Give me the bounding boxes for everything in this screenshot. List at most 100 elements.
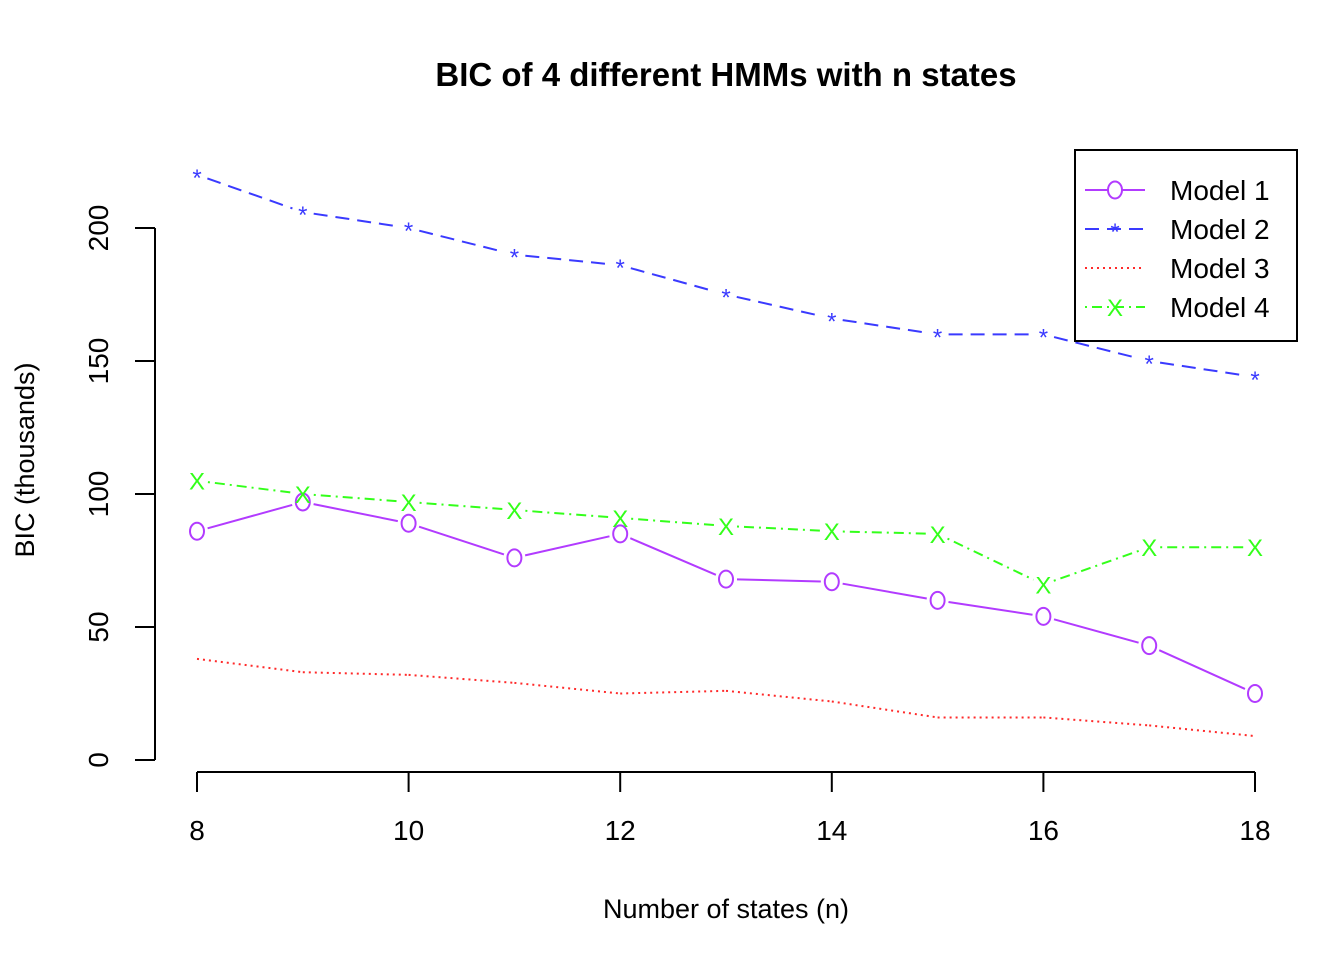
data-point: * — [298, 202, 307, 229]
y-axis-label: BIC (thousands) — [10, 362, 40, 557]
series-line-segment — [313, 212, 398, 228]
series-line-segment — [1159, 361, 1245, 377]
series-line-segment — [524, 535, 610, 557]
series-line-segment — [842, 319, 927, 334]
series-line-segment — [313, 493, 398, 503]
data-point: * — [1039, 324, 1048, 351]
data-point — [1247, 684, 1263, 703]
series-line-segment — [514, 681, 621, 695]
y-tick-label: 200 — [83, 205, 114, 252]
data-point: X — [401, 490, 417, 517]
series-line-segment — [630, 267, 716, 293]
series-2: * * * * * * * * * * * — [192, 165, 1259, 394]
data-point: X — [189, 469, 205, 496]
x-tick-label: 14 — [816, 815, 847, 846]
legend-item-3: Model 3 — [1085, 253, 1270, 284]
series-line-segment — [947, 537, 1034, 581]
series-line-segment — [1158, 649, 1246, 690]
series-line-segment — [1043, 716, 1150, 727]
legend-marker: * — [1110, 219, 1119, 246]
series-line-segment — [313, 503, 399, 523]
series-line-segment — [419, 229, 504, 253]
legend-marker — [1107, 180, 1123, 200]
series-line-segment — [196, 657, 303, 674]
data-point: X — [506, 498, 522, 525]
data-point: * — [827, 308, 836, 335]
data-point: * — [510, 245, 519, 272]
series-line-segment — [408, 673, 515, 684]
data-point — [189, 521, 205, 541]
series-line-segment — [831, 700, 938, 719]
legend: Model 1 * Model 2 Model 3 X Model 4 — [1074, 149, 1298, 342]
x-tick-label: 10 — [393, 815, 424, 846]
x-axis: 8 10 12 14 16 18 — [189, 771, 1271, 846]
data-point: X — [718, 514, 734, 541]
series-line-segment — [419, 501, 504, 511]
data-point: X — [1035, 572, 1051, 599]
legend-label: Model 1 — [1170, 175, 1270, 206]
series-3 — [196, 657, 1256, 738]
data-point: X — [930, 522, 946, 549]
series-line-segment — [207, 177, 293, 210]
legend-item-2: * Model 2 — [1085, 214, 1270, 246]
legend-label: Model 3 — [1170, 253, 1270, 284]
data-point — [718, 569, 734, 589]
data-point: X — [1141, 535, 1157, 562]
legend-item-1: Model 1 — [1085, 175, 1270, 206]
legend-item-4: X Model 4 — [1085, 292, 1270, 323]
legend-marker: X — [1107, 295, 1123, 322]
data-point: X — [824, 519, 840, 546]
y-axis: 0 50 100 150 200 — [83, 205, 156, 768]
x-tick-label: 16 — [1028, 815, 1059, 846]
data-point: X — [1247, 535, 1263, 562]
y-tick-label: 100 — [83, 471, 114, 518]
data-point — [400, 513, 417, 533]
series-line-segment — [207, 503, 293, 530]
series-line-segment — [948, 601, 1033, 616]
series-4: X X X X X X X X X X X — [189, 469, 1263, 600]
y-tick-label: 0 — [83, 752, 114, 768]
data-point: * — [192, 165, 201, 192]
series-line-segment — [525, 254, 610, 266]
series-line-segment — [418, 525, 505, 556]
series-line-segment — [302, 671, 409, 676]
data-point: * — [721, 285, 730, 312]
series-line-segment — [725, 689, 832, 703]
series-line-segment — [842, 530, 927, 535]
series-line-segment — [1053, 549, 1140, 582]
series-line-segment — [631, 517, 716, 527]
data-point: X — [612, 506, 628, 533]
data-point: * — [404, 218, 413, 245]
data-point: X — [295, 482, 311, 509]
x-tick-label: 8 — [189, 815, 205, 846]
series-line-segment — [629, 537, 717, 576]
y-tick-label: 150 — [83, 338, 114, 385]
data-point — [1035, 606, 1052, 626]
series-line-segment — [736, 295, 822, 317]
series-line-segment — [736, 578, 821, 583]
legend-label: Model 4 — [1170, 292, 1270, 323]
series-line-segment — [1149, 724, 1256, 738]
series-line-segment — [1053, 618, 1139, 644]
data-point: * — [1145, 351, 1154, 378]
data-point — [823, 572, 840, 592]
data-point — [612, 524, 629, 544]
series-line-segment — [620, 689, 727, 695]
y-tick-label: 50 — [83, 611, 114, 642]
plot-area: * * * * * * * * * * * X X X X X X X X X X X — [189, 165, 1263, 738]
data-point: * — [933, 324, 942, 351]
series-line-segment — [842, 582, 927, 600]
x-tick-label: 12 — [605, 815, 636, 846]
data-point: * — [1250, 367, 1259, 394]
x-tick-label: 18 — [1239, 815, 1270, 846]
series-1 — [189, 492, 1263, 703]
legend-label: Model 2 — [1170, 214, 1270, 245]
x-axis-label: Number of states (n) — [603, 894, 849, 924]
chart-title: BIC of 4 different HMMs with n states — [435, 56, 1016, 93]
series-line-segment — [207, 481, 293, 494]
data-point — [1141, 636, 1158, 656]
series-line-segment — [525, 509, 610, 519]
data-point — [506, 548, 523, 568]
series-line-segment — [1053, 336, 1139, 360]
